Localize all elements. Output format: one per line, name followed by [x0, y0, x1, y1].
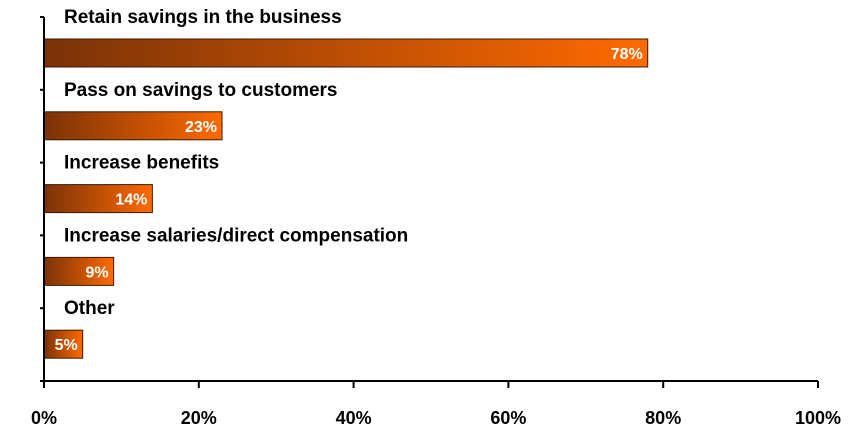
x-axis: 0% 20% 40% 60% 80% 100% — [31, 16, 841, 428]
category-label: Other — [64, 298, 115, 319]
bar — [43, 184, 153, 214]
data-label: 23% — [185, 119, 217, 136]
x-tick-label: 20% — [181, 408, 217, 428]
data-label: 78% — [611, 46, 643, 63]
data-label: 14% — [115, 192, 147, 209]
category-label: Increase benefits — [64, 153, 219, 174]
bars-layer: Retain savings in the business 78% Pass on… — [43, 7, 649, 359]
x-tick-label: 80% — [645, 408, 681, 428]
bar — [43, 256, 115, 286]
x-tick-label: 60% — [490, 408, 526, 428]
bar — [43, 111, 223, 141]
bar — [43, 38, 649, 68]
data-label: 9% — [86, 264, 109, 281]
x-tick-label: 0% — [31, 408, 57, 428]
category-label: Pass on savings to customers — [64, 80, 338, 101]
category-label: Increase salaries/direct compensation — [64, 225, 408, 246]
x-tick-label: 100% — [795, 408, 841, 428]
x-tick-label: 40% — [336, 408, 372, 428]
category-label: Retain savings in the business — [64, 7, 342, 28]
bar — [43, 329, 84, 359]
data-label: 5% — [55, 337, 78, 354]
